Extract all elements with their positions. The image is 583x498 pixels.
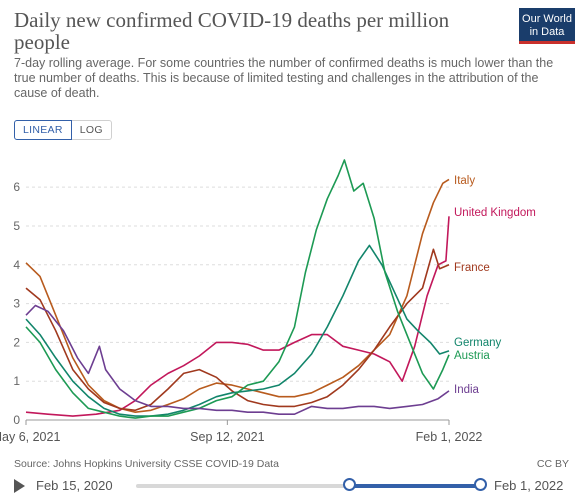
series-line-united-kingdom[interactable] bbox=[25, 216, 450, 417]
y-tick-label: 6 bbox=[13, 180, 20, 194]
linear-scale-button[interactable]: LINEAR bbox=[14, 120, 72, 140]
series-label-united-kingdom[interactable]: United Kingdom bbox=[454, 207, 536, 219]
y-tick-label: 3 bbox=[13, 297, 20, 311]
scale-toggle: LINEAR LOG bbox=[14, 120, 112, 140]
line-chart[interactable]: 0 1 2 3 4 5 6 May 6, 2021 Sep 12, 2021 Feb 1, 20… bbox=[0, 0, 583, 460]
series-label-france[interactable]: France bbox=[454, 262, 490, 274]
license-link[interactable]: CC BY bbox=[536, 458, 569, 470]
series-line-italy[interactable] bbox=[25, 178, 450, 413]
series-label-india[interactable]: India bbox=[454, 384, 480, 396]
owid-logo[interactable]: Our World in Data bbox=[519, 8, 575, 44]
chart-title: Daily new confirmed COVID-19 deaths per … bbox=[14, 8, 450, 54]
timeline-track[interactable] bbox=[136, 484, 480, 488]
x-tick-label: Sep 12, 2021 bbox=[190, 430, 264, 444]
logo-line-1: Our World bbox=[522, 13, 572, 25]
play-icon[interactable] bbox=[14, 479, 25, 493]
series-lines bbox=[25, 159, 450, 419]
series-line-france[interactable] bbox=[25, 248, 450, 412]
logo-line-2: in Data bbox=[529, 26, 565, 38]
x-tick-label: Feb 1, 2022 bbox=[416, 430, 483, 444]
x-axis-ticks: May 6, 2021 Sep 12, 2021 Feb 1, 2022 bbox=[0, 420, 482, 444]
y-tick-label: 4 bbox=[13, 258, 20, 272]
timeline: Feb 15, 2020 Feb 1, 2022 bbox=[0, 474, 583, 498]
timeline-selected-range bbox=[349, 484, 480, 488]
y-tick-label: 0 bbox=[13, 413, 20, 427]
y-tick-label: 5 bbox=[13, 219, 20, 233]
y-tick-label: 1 bbox=[13, 374, 20, 388]
y-axis-ticks: 0 1 2 3 4 5 6 bbox=[13, 180, 20, 427]
log-scale-button[interactable]: LOG bbox=[71, 120, 112, 140]
timeline-start-label: Feb 15, 2020 bbox=[36, 478, 113, 493]
series-line-austria[interactable] bbox=[25, 159, 450, 419]
chart-subtitle: 7-day rolling average. For some countrie… bbox=[14, 56, 554, 100]
y-tick-label: 2 bbox=[13, 335, 20, 349]
series-label-italy[interactable]: Italy bbox=[454, 175, 475, 187]
series-label-germany[interactable]: Germany bbox=[454, 337, 502, 349]
series-line-india[interactable] bbox=[25, 304, 450, 415]
timeline-start-handle[interactable] bbox=[343, 478, 356, 491]
series-line-germany[interactable] bbox=[25, 244, 450, 417]
x-tick-label: May 6, 2021 bbox=[0, 430, 60, 444]
series-label-austria[interactable]: Austria bbox=[454, 350, 490, 362]
timeline-end-label: Feb 1, 2022 bbox=[494, 478, 564, 493]
source-note: Source: Johns Hopkins University CSSE CO… bbox=[14, 458, 279, 470]
timeline-end-handle[interactable] bbox=[474, 478, 487, 491]
